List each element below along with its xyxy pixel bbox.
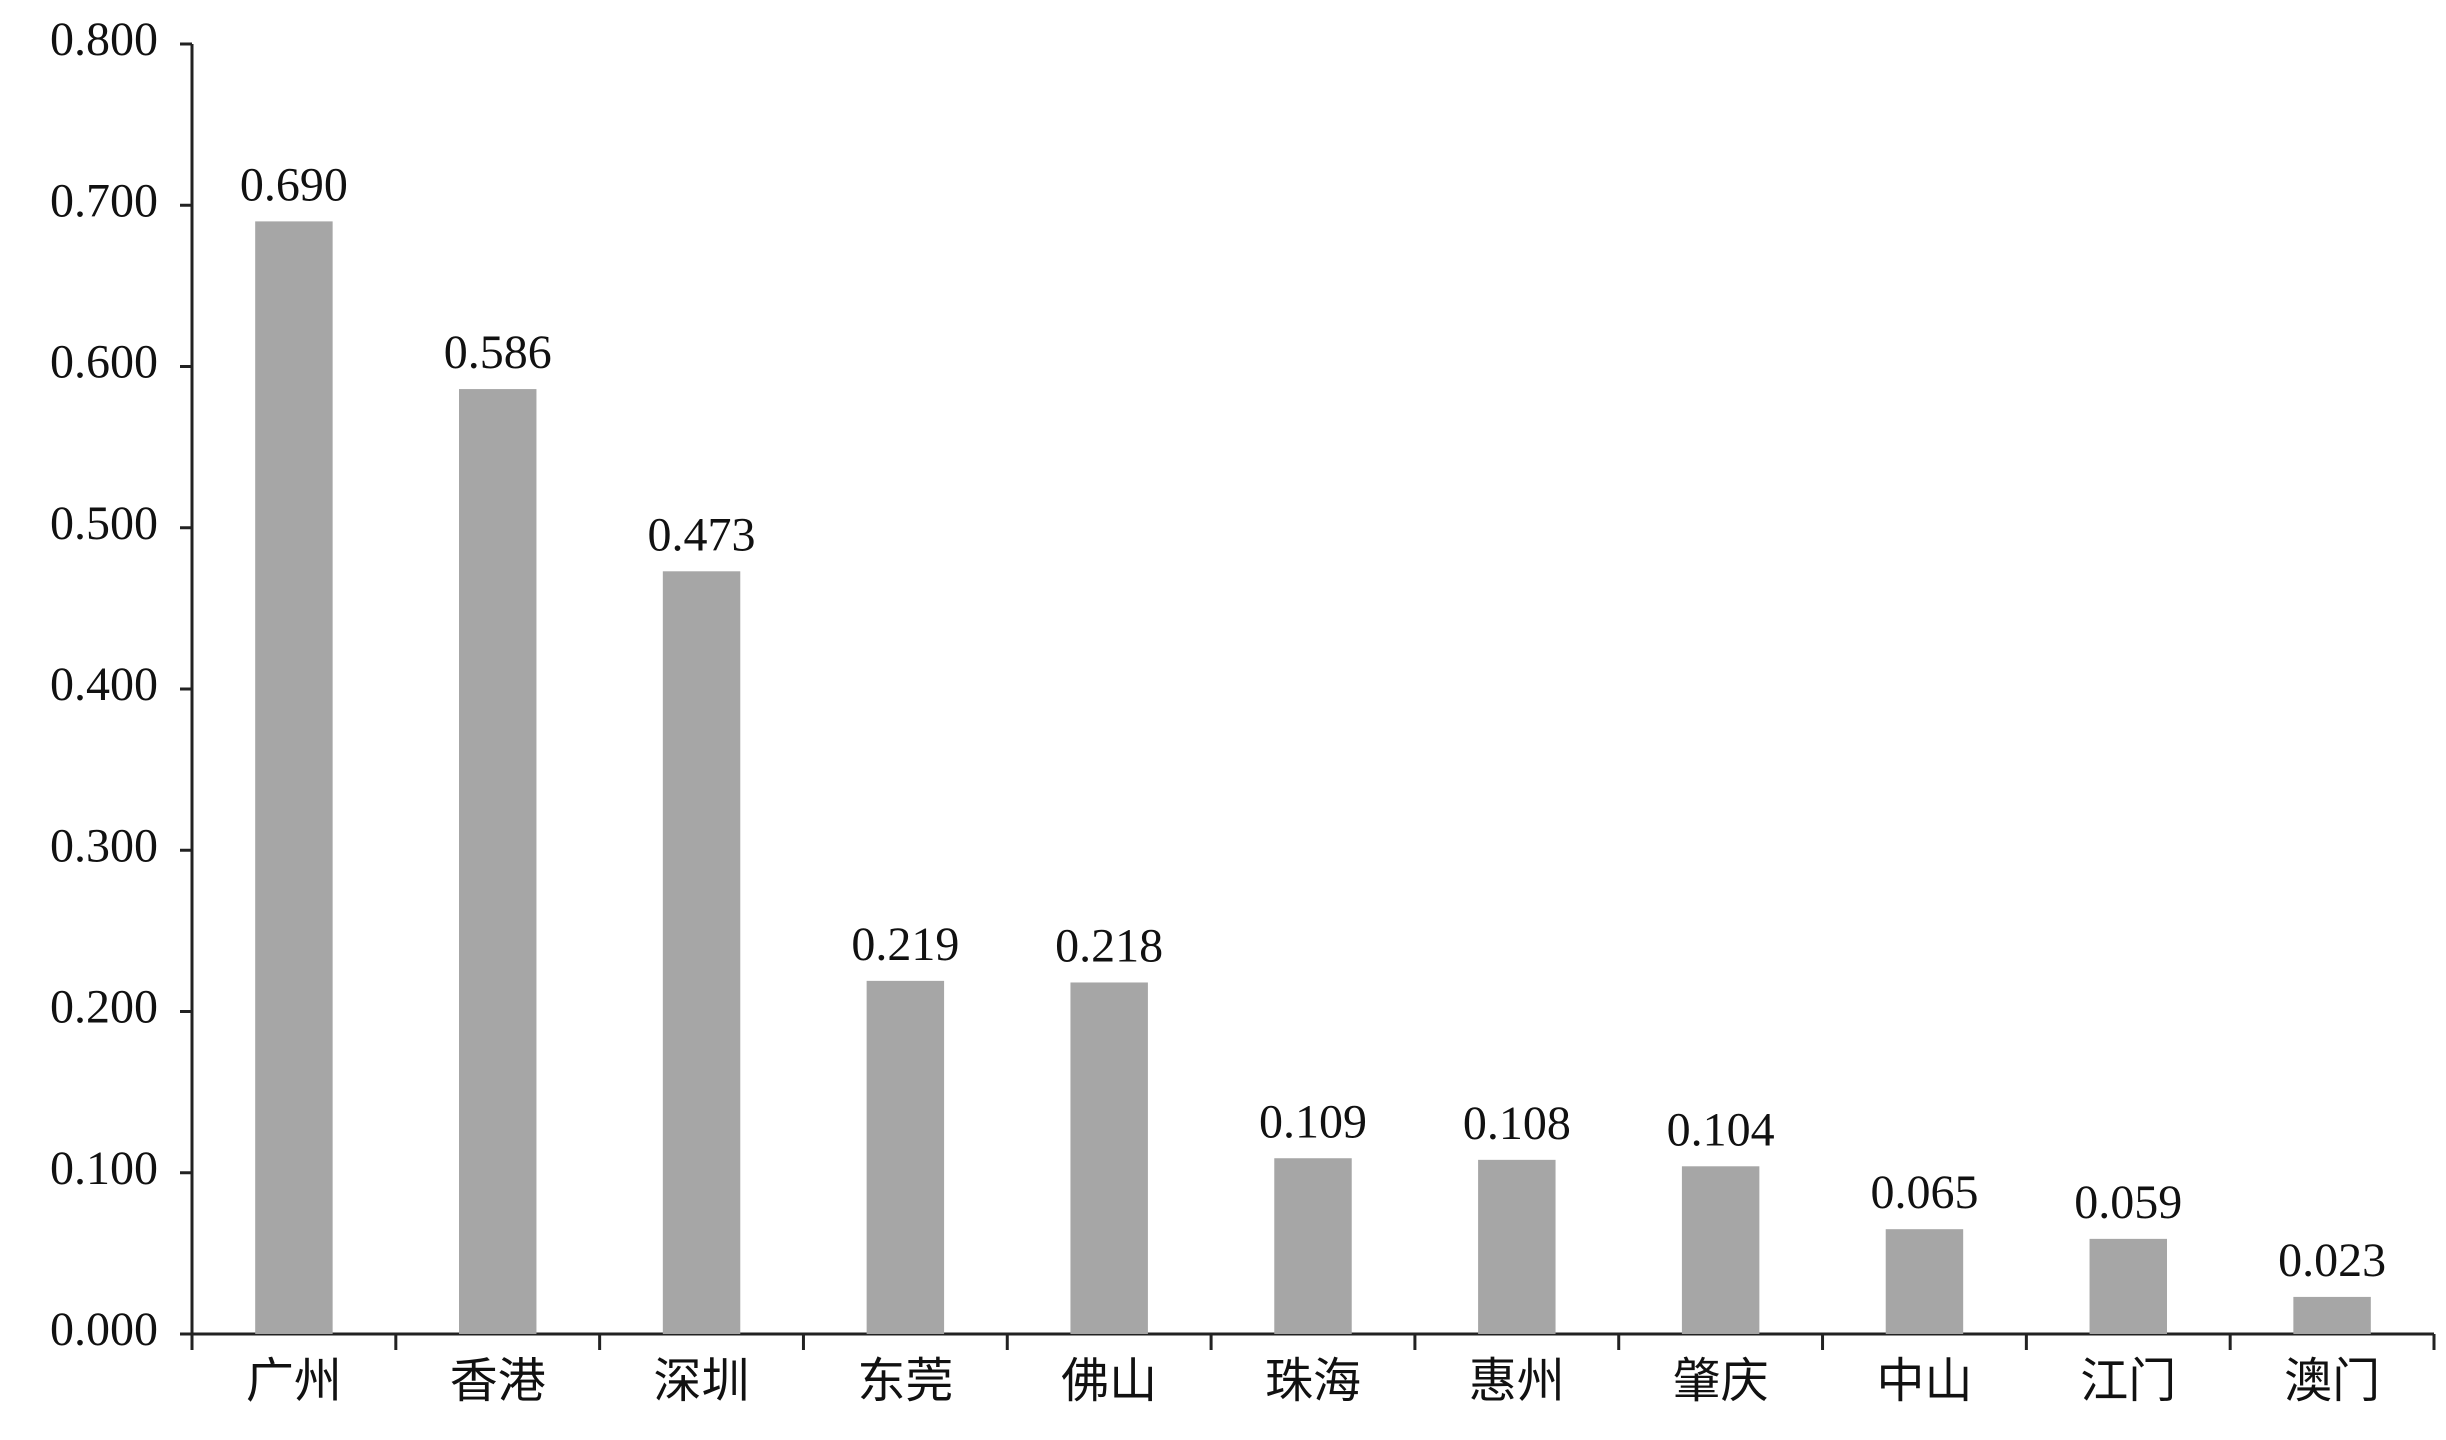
bar (459, 389, 537, 1334)
x-tick-label: 江门 (2080, 1355, 2176, 1408)
x-tick-label: 香港 (450, 1355, 546, 1408)
y-tick-label: 0.500 (50, 497, 158, 550)
value-label: 0.586 (444, 326, 552, 379)
y-tick-label: 0.600 (50, 336, 158, 389)
x-tick-label: 中山 (1876, 1355, 1972, 1408)
value-label: 0.065 (1870, 1166, 1978, 1219)
bar (2089, 1238, 2167, 1334)
y-tick-label: 0.800 (50, 13, 158, 66)
y-tick-label: 0.400 (50, 658, 158, 711)
y-tick-label: 0.200 (50, 981, 158, 1034)
x-tick-label: 肇庆 (1673, 1355, 1769, 1408)
value-label: 0.473 (648, 508, 756, 561)
x-tick-label: 广州 (246, 1355, 342, 1408)
x-tick-label: 惠州 (1469, 1355, 1565, 1408)
x-tick-label: 珠海 (1265, 1355, 1361, 1408)
value-label: 0.109 (1259, 1095, 1367, 1148)
x-tick-label: 佛山 (1061, 1355, 1157, 1408)
bar (1681, 1166, 1760, 1334)
y-tick-label: 0.300 (50, 819, 158, 872)
bar (255, 221, 333, 1334)
value-label: 0.104 (1667, 1103, 1775, 1156)
x-tick-label: 东莞 (857, 1355, 953, 1408)
bar (662, 571, 741, 1334)
value-label: 0.059 (2074, 1176, 2182, 1229)
bar (1885, 1229, 1964, 1334)
value-label: 0.218 (1055, 919, 1163, 972)
bar (866, 980, 945, 1334)
bar (1478, 1159, 1556, 1334)
value-label: 0.219 (851, 918, 959, 971)
value-label: 0.108 (1463, 1097, 1571, 1150)
x-tick-label: 深圳 (654, 1355, 750, 1408)
bar (2293, 1296, 2371, 1334)
bar (1070, 982, 1148, 1334)
y-tick-label: 0.700 (50, 174, 158, 227)
x-tick-label: 澳门 (2284, 1355, 2380, 1408)
bar (1274, 1158, 1352, 1334)
y-tick-label: 0.000 (50, 1303, 158, 1356)
y-tick-label: 0.100 (50, 1142, 158, 1195)
value-label: 0.690 (240, 158, 348, 211)
value-label: 0.023 (2278, 1234, 2386, 1287)
